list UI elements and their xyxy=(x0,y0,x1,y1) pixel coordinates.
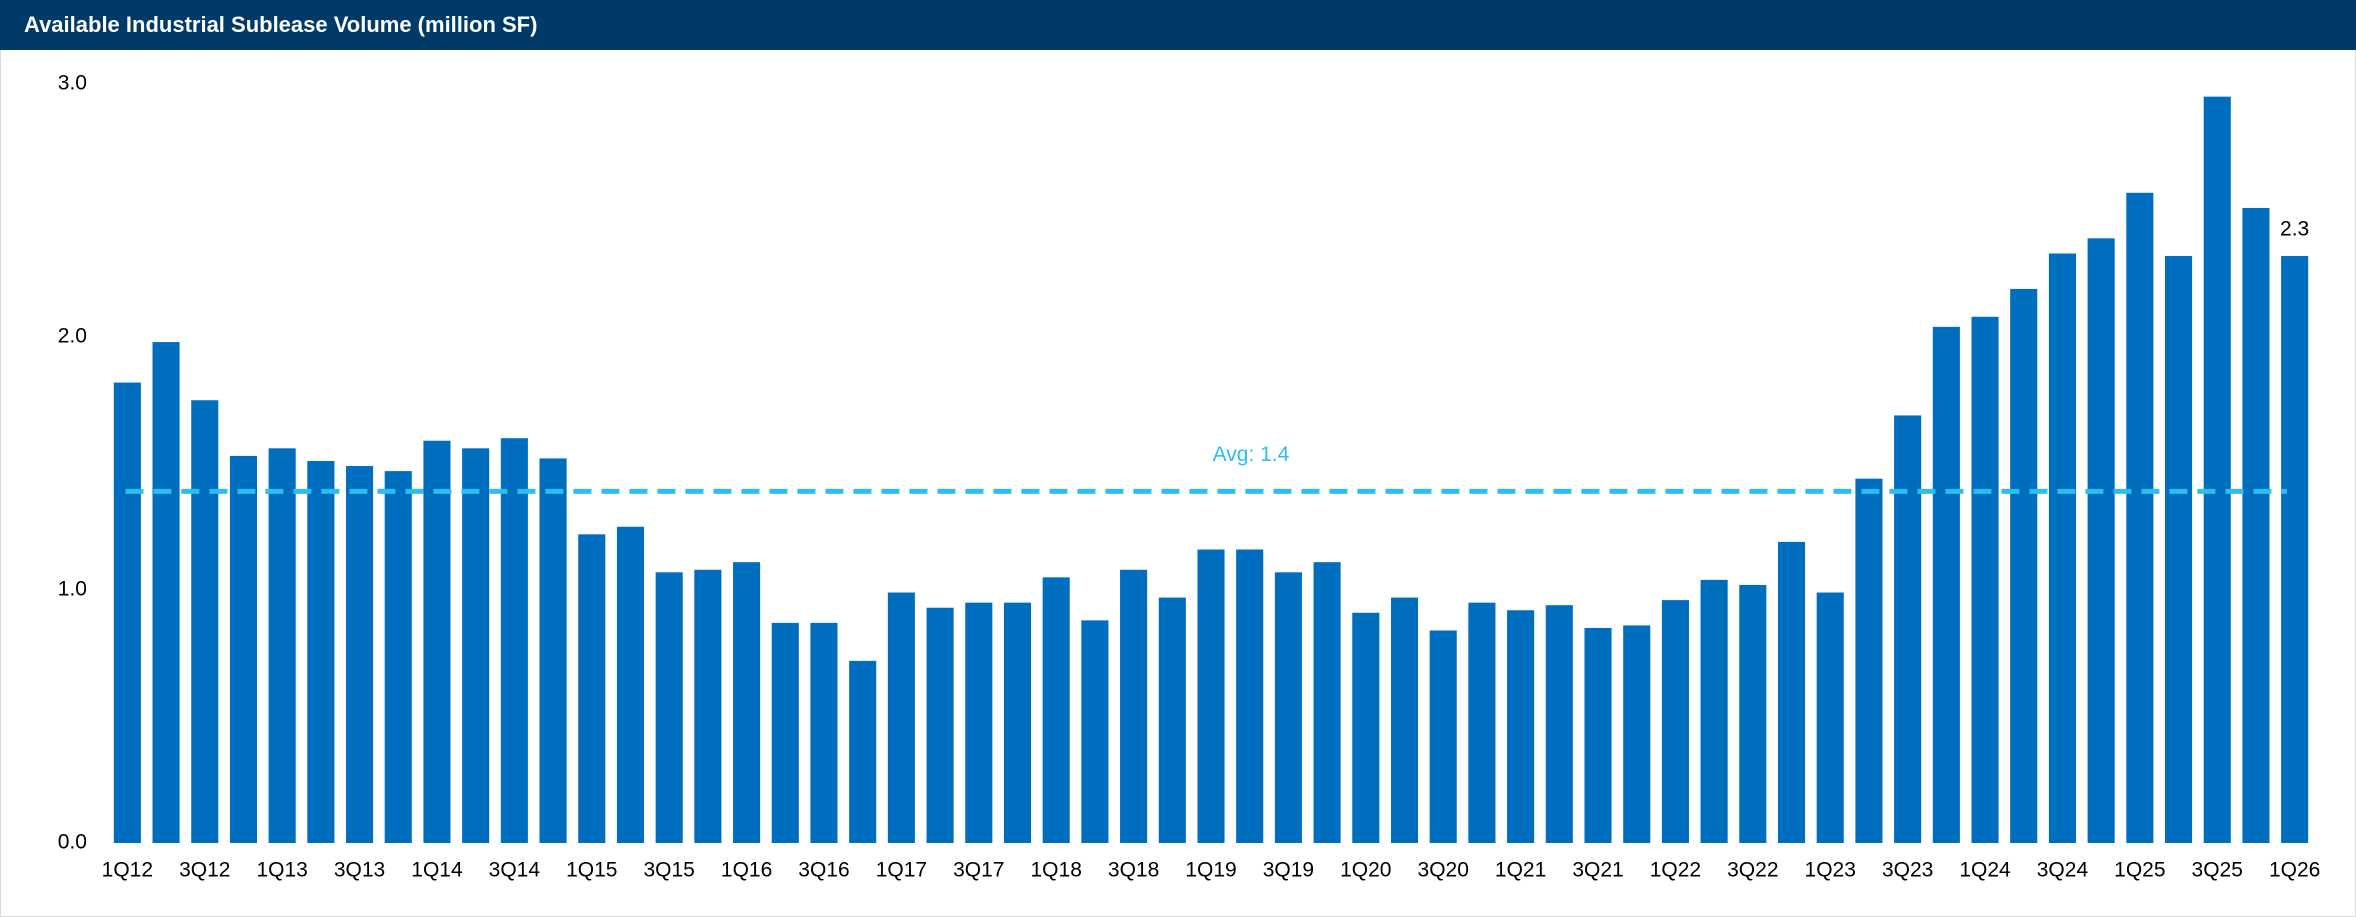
bar xyxy=(578,534,606,843)
x-tick-label: 3Q14 xyxy=(489,859,541,882)
bar xyxy=(1932,326,1960,843)
bar xyxy=(771,622,799,843)
data-label: 2.3 xyxy=(2280,218,2309,241)
bar xyxy=(423,440,451,843)
bar xyxy=(733,562,761,843)
bar xyxy=(2281,256,2309,843)
bar xyxy=(1429,630,1457,843)
x-tick-label: 1Q13 xyxy=(256,859,307,882)
bar xyxy=(1158,597,1186,843)
bar xyxy=(2203,96,2231,843)
bar xyxy=(1468,602,1496,843)
bar xyxy=(1313,562,1341,843)
bar xyxy=(655,572,683,843)
bar xyxy=(2242,207,2270,844)
bar xyxy=(1894,415,1922,843)
x-tick-label: 1Q20 xyxy=(1340,859,1391,882)
bar xyxy=(539,458,567,843)
x-tick-label: 3Q22 xyxy=(1727,859,1778,882)
bar xyxy=(1623,625,1651,843)
bar xyxy=(1042,577,1070,843)
bar xyxy=(1584,627,1612,843)
bar xyxy=(694,569,722,843)
x-tick-label: 1Q15 xyxy=(566,859,617,882)
bar xyxy=(152,342,180,843)
bar xyxy=(1739,584,1767,843)
x-tick-label: 1Q21 xyxy=(1495,859,1546,882)
bar xyxy=(1816,592,1844,843)
header-bar xyxy=(0,0,2356,50)
bar xyxy=(1855,478,1883,843)
bar xyxy=(887,592,915,843)
bar xyxy=(2126,192,2154,844)
bar xyxy=(1545,605,1573,843)
bar xyxy=(849,660,877,843)
bar xyxy=(1507,610,1535,843)
bar xyxy=(113,382,141,843)
bar xyxy=(1390,597,1419,843)
x-tick-label: 3Q12 xyxy=(179,859,230,882)
x-tick-label: 1Q17 xyxy=(876,859,927,882)
y-tick-label: 1.0 xyxy=(58,578,87,601)
x-tick-label: 3Q21 xyxy=(1572,859,1623,882)
x-tick-label: 3Q24 xyxy=(2037,859,2089,882)
bar xyxy=(462,448,490,843)
bar xyxy=(1352,612,1380,843)
chart-title: Available Industrial Sublease Volume (mi… xyxy=(24,12,537,37)
x-tick-label: 1Q16 xyxy=(721,859,772,882)
x-tick-label: 3Q15 xyxy=(643,859,694,882)
bar xyxy=(810,622,838,843)
bar xyxy=(384,471,412,843)
bar xyxy=(1003,602,1032,843)
bar xyxy=(1700,579,1728,843)
bar xyxy=(1777,541,1806,843)
x-tick-label: 1Q19 xyxy=(1185,859,1236,882)
x-tick-label: 3Q19 xyxy=(1263,859,1314,882)
bar xyxy=(1274,572,1302,843)
bar xyxy=(1236,549,1264,843)
x-tick-label: 3Q23 xyxy=(1882,859,1933,882)
bar xyxy=(307,460,335,843)
y-tick-label: 0.0 xyxy=(58,831,87,854)
x-tick-label: 3Q18 xyxy=(1108,859,1159,882)
y-tick-label: 3.0 xyxy=(58,72,87,95)
bar xyxy=(346,466,374,843)
bar xyxy=(1120,569,1148,843)
x-tick-label: 1Q22 xyxy=(1650,859,1701,882)
average-label: Avg: 1.4 xyxy=(1213,443,1290,466)
x-tick-label: 1Q25 xyxy=(2114,859,2165,882)
x-tick-label: 1Q24 xyxy=(1959,859,2011,882)
x-tick-label: 1Q26 xyxy=(2269,859,2320,882)
bar xyxy=(229,455,258,843)
bar xyxy=(1971,316,1999,843)
bar xyxy=(2010,288,2038,843)
bar xyxy=(1081,620,1109,843)
x-tick-label: 1Q18 xyxy=(1031,859,1082,882)
y-tick-label: 2.0 xyxy=(58,325,87,348)
x-tick-label: 3Q20 xyxy=(1418,859,1469,882)
bar xyxy=(2164,256,2193,843)
bar xyxy=(2048,253,2076,843)
bar xyxy=(926,607,954,843)
x-tick-label: 1Q23 xyxy=(1805,859,1856,882)
x-tick-label: 3Q17 xyxy=(953,859,1004,882)
x-tick-label: 3Q25 xyxy=(2192,859,2243,882)
x-tick-label: 1Q12 xyxy=(102,859,153,882)
x-tick-label: 3Q13 xyxy=(334,859,385,882)
bar xyxy=(1197,549,1225,843)
x-tick-label: 3Q16 xyxy=(798,859,849,882)
bar xyxy=(500,438,528,843)
bar xyxy=(1661,600,1689,843)
bar xyxy=(2087,238,2115,843)
x-tick-label: 1Q14 xyxy=(411,859,463,882)
bar xyxy=(268,448,296,843)
bar xyxy=(191,400,219,843)
bar xyxy=(616,526,645,843)
bar xyxy=(965,602,993,843)
